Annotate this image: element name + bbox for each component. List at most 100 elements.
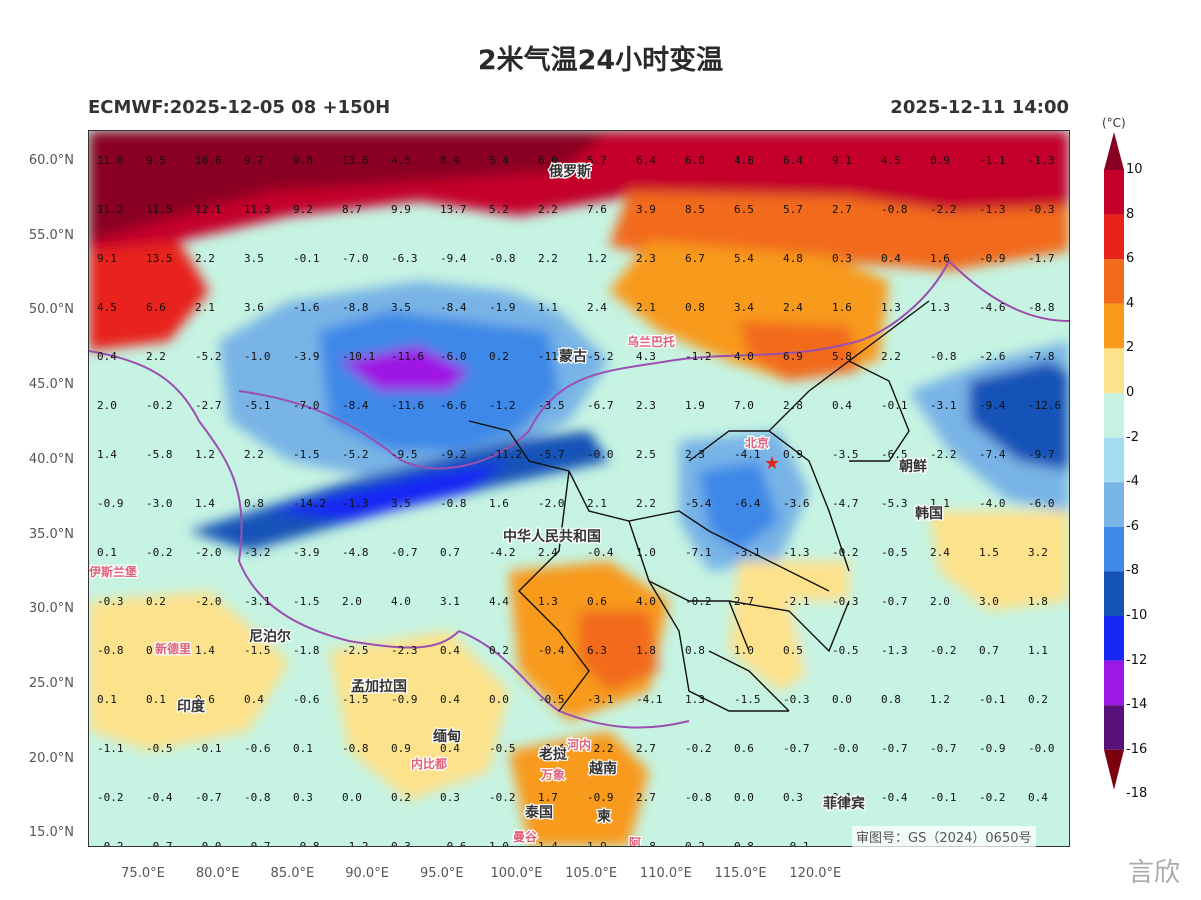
grid-value: -14.2 xyxy=(293,497,326,510)
grid-value: -0.2 xyxy=(97,840,124,846)
colorbar-tick-label: -18 xyxy=(1126,786,1148,802)
grid-value: 1.9 xyxy=(685,399,705,412)
latitude-tick-label: 40.0°N xyxy=(28,451,74,467)
grid-value: -7.8 xyxy=(1028,350,1055,363)
longitude-tick-label: 95.0°E xyxy=(419,866,464,881)
place-label: 新德里 xyxy=(155,641,191,656)
colorbar-segment xyxy=(1104,482,1124,527)
latitude-tick-label: 50.0°N xyxy=(28,302,74,318)
grid-value: 2.2 xyxy=(538,203,558,216)
grid-value: 2.4 xyxy=(538,546,558,559)
grid-value: 4.0 xyxy=(391,595,411,608)
grid-value: 1.2 xyxy=(587,252,607,265)
grid-value: -7.4 xyxy=(979,448,1006,461)
grid-value: 0.3 xyxy=(832,252,852,265)
grid-value: -0.7 xyxy=(783,742,810,755)
grid-value: 1.4 xyxy=(538,840,558,846)
grid-value: 0.3 xyxy=(391,840,411,846)
colorbar-top-arrow xyxy=(1104,132,1124,170)
grid-value: -5.2 xyxy=(342,448,369,461)
grid-value: -0.1 xyxy=(783,840,810,846)
grid-value: 0.6 xyxy=(195,693,215,706)
watermark: 言欣 xyxy=(1128,858,1181,888)
grid-value: 1.0 xyxy=(489,840,509,846)
grid-value: -0.1 xyxy=(881,399,908,412)
grid-value: -5.2 xyxy=(195,350,222,363)
grid-value: -6.7 xyxy=(587,399,614,412)
grid-value: -2.2 xyxy=(930,448,957,461)
grid-value: 8.7 xyxy=(342,203,362,216)
place-label: 阿 xyxy=(629,836,641,846)
colorbar xyxy=(1104,132,1124,790)
grid-value: 2.4 xyxy=(783,301,803,314)
grid-value: 9.9 xyxy=(391,203,411,216)
grid-value: -9.2 xyxy=(440,448,467,461)
grid-value: 2.8 xyxy=(783,399,803,412)
grid-value: 0.4 xyxy=(97,350,117,363)
grid-value: 12.1 xyxy=(195,203,222,216)
grid-value: 3.0 xyxy=(979,595,999,608)
grid-value: 11.0 xyxy=(97,154,124,167)
grid-value: 5.4 xyxy=(489,154,509,167)
grid-value: 1.4 xyxy=(195,497,215,510)
colorbar-segment xyxy=(1104,526,1124,572)
grid-value: -0.9 xyxy=(391,693,418,706)
latitude-tick-label: 30.0°N xyxy=(28,601,74,617)
grid-value: -1.7 xyxy=(1028,252,1055,265)
grid-value: 1.5 xyxy=(979,546,999,559)
grid-value: 8.4 xyxy=(440,154,460,167)
grid-value: 0.2 xyxy=(685,840,705,846)
grid-value: 1.1 xyxy=(930,497,950,510)
colorbar-segment xyxy=(1104,303,1124,349)
colorbar-segment xyxy=(1104,214,1124,260)
grid-value: 2.7 xyxy=(734,595,754,608)
place-label: 柬 xyxy=(597,808,612,825)
colorbar-tick-label: -2 xyxy=(1126,429,1139,445)
grid-value: -0.4 xyxy=(538,644,565,657)
grid-value: -11.6 xyxy=(391,399,424,412)
grid-value: -0.7 xyxy=(195,791,222,804)
grid-value: -0.5 xyxy=(146,742,173,755)
grid-value: 0.7 xyxy=(440,546,460,559)
grid-value: 2.3 xyxy=(636,252,656,265)
grid-value: 0.1 xyxy=(146,693,166,706)
grid-value: -0.1 xyxy=(195,742,222,755)
grid-value: 1.2 xyxy=(195,448,215,461)
place-label: 中华人民共和国 xyxy=(503,528,601,545)
grid-value: -0.4 xyxy=(146,791,173,804)
grid-value: -2.3 xyxy=(391,644,418,657)
latitude-tick-label: 35.0°N xyxy=(28,526,74,542)
grid-value: 2.1 xyxy=(195,301,215,314)
grid-value: 1.2 xyxy=(930,693,950,706)
grid-value: 3.5 xyxy=(391,497,411,510)
grid-value: -2.6 xyxy=(979,350,1006,363)
grid-value: 5.7 xyxy=(783,203,803,216)
grid-value: -1.5 xyxy=(293,595,320,608)
grid-value: -4.1 xyxy=(636,693,663,706)
grid-value: -0.9 xyxy=(587,791,614,804)
grid-value: 4.0 xyxy=(734,350,754,363)
grid-value: 6.0 xyxy=(538,154,558,167)
map-panel[interactable]: 11.0 9.5 10.6 9.7 9.8 13.6 4.5 8.4 5.4 6.0 5.7 6.4 6… xyxy=(88,130,1070,847)
place-label: 伊斯兰堡 xyxy=(89,564,137,579)
grid-value: 4.5 xyxy=(881,154,901,167)
grid-value: -6.0 xyxy=(440,350,467,363)
grid-value: -0.6 xyxy=(440,840,467,846)
grid-value: 0.9 xyxy=(391,742,411,755)
grid-value: 7.0 xyxy=(734,399,754,412)
grid-value: -3.9 xyxy=(293,546,320,559)
grid-value: -0.2 xyxy=(832,546,859,559)
grid-value: -5.1 xyxy=(244,399,271,412)
grid-value: 1.8 xyxy=(636,644,656,657)
longitude-tick-label: 90.0°E xyxy=(345,866,389,881)
grid-value: 2.2 xyxy=(195,252,215,265)
grid-value: 2.2 xyxy=(881,350,901,363)
grid-value: -0.4 xyxy=(538,742,565,755)
grid-value: 2.3 xyxy=(636,399,656,412)
grid-value: 6.9 xyxy=(783,350,803,363)
grid-value: -1.6 xyxy=(293,301,320,314)
longitude-tick-label: 100.0°E xyxy=(490,866,543,881)
grid-value: 2.4 xyxy=(930,546,950,559)
grid-value: -0.8 xyxy=(881,203,908,216)
grid-value: 0.2 xyxy=(391,791,411,804)
